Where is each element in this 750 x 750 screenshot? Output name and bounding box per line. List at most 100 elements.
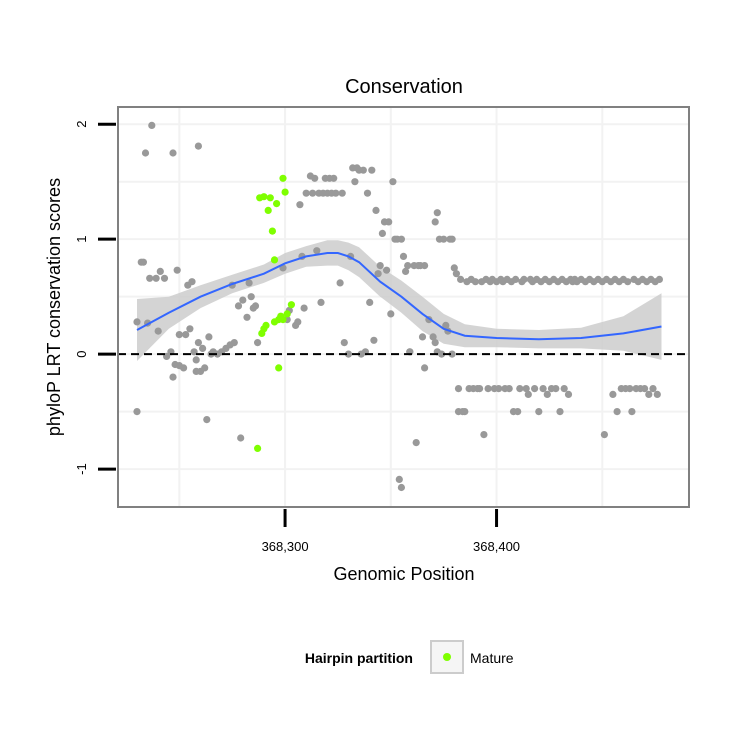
- other-point: [351, 178, 359, 186]
- other-point: [180, 364, 188, 372]
- other-point: [243, 313, 251, 321]
- other-point: [156, 267, 164, 275]
- smooth-confidence-band: [137, 240, 662, 361]
- other-point: [431, 218, 439, 226]
- other-point: [245, 279, 253, 287]
- other-point: [552, 385, 560, 393]
- other-point: [201, 364, 209, 372]
- other-point: [154, 327, 162, 335]
- mature-point: [268, 227, 276, 235]
- other-point: [421, 262, 429, 270]
- other-point: [340, 339, 348, 347]
- other-point: [522, 385, 530, 393]
- other-point: [372, 206, 380, 214]
- other-point: [505, 385, 513, 393]
- other-point: [421, 364, 429, 372]
- other-point: [239, 296, 247, 304]
- other-point: [653, 390, 661, 398]
- mature-point: [273, 200, 281, 208]
- other-point: [520, 275, 528, 283]
- x-axis-label: Genomic Position: [333, 564, 474, 584]
- mature-point: [266, 194, 274, 202]
- other-point: [186, 325, 194, 333]
- x-tick-label: 368,400: [473, 539, 520, 554]
- other-point: [251, 302, 260, 310]
- other-point: [438, 350, 446, 358]
- other-point: [300, 304, 308, 312]
- other-point: [363, 189, 372, 197]
- legend-label-mature: Mature: [470, 650, 514, 666]
- mature-point: [281, 188, 289, 196]
- other-point: [366, 298, 374, 306]
- other-point: [484, 385, 492, 393]
- y-tick-label: -1: [74, 463, 89, 475]
- other-point: [338, 189, 346, 197]
- other-point: [317, 298, 325, 306]
- other-point: [600, 431, 609, 439]
- mature-point: [279, 174, 287, 182]
- legend-key-box: [430, 640, 464, 674]
- mature-point: [270, 256, 279, 264]
- other-point: [471, 278, 479, 286]
- other-point: [514, 408, 522, 416]
- other-point: [476, 385, 484, 393]
- other-point: [370, 336, 378, 344]
- other-point: [141, 149, 150, 157]
- other-point: [378, 229, 386, 237]
- other-point: [461, 408, 469, 416]
- other-point: [148, 121, 156, 129]
- other-point: [182, 331, 190, 339]
- other-point: [294, 318, 302, 326]
- legend-key-mature-point: [443, 653, 451, 661]
- other-point: [230, 339, 238, 347]
- other-point: [511, 275, 520, 283]
- other-point: [448, 235, 456, 243]
- other-point: [539, 385, 547, 393]
- other-point: [169, 149, 177, 157]
- other-point: [389, 178, 397, 186]
- chart-title: Conservation: [345, 76, 463, 98]
- other-point: [556, 408, 564, 416]
- other-point: [524, 390, 532, 398]
- other-point: [344, 350, 353, 358]
- other-point: [395, 475, 403, 483]
- mature-point: [283, 310, 291, 318]
- other-point: [302, 189, 310, 197]
- other-point: [139, 258, 147, 266]
- other-point: [203, 416, 211, 424]
- y-axis-label: phyloP LRT conservation scores: [44, 178, 64, 436]
- other-point: [311, 174, 319, 182]
- mature-point: [262, 321, 270, 329]
- other-point: [247, 293, 255, 301]
- mature-point: [287, 301, 295, 309]
- other-point: [309, 189, 317, 197]
- other-point: [404, 262, 412, 270]
- other-point: [383, 266, 391, 274]
- other-point: [418, 333, 427, 341]
- other-point: [457, 275, 465, 283]
- other-point: [448, 350, 456, 358]
- other-point: [359, 166, 367, 174]
- other-point: [564, 390, 573, 398]
- other-point: [399, 252, 408, 260]
- other-point: [188, 278, 196, 286]
- other-point: [387, 310, 395, 318]
- other-point: [234, 302, 243, 310]
- other-point: [385, 218, 393, 226]
- other-point: [368, 166, 376, 174]
- other-point: [429, 333, 437, 341]
- other-point: [397, 483, 405, 492]
- other-point: [194, 142, 202, 150]
- other-point: [330, 174, 338, 182]
- other-point: [450, 264, 458, 272]
- other-point: [452, 270, 460, 278]
- other-point: [336, 279, 344, 287]
- mature-point: [275, 364, 283, 372]
- other-point: [655, 275, 664, 283]
- other-point: [133, 318, 141, 326]
- other-point: [531, 385, 539, 393]
- mature-point: [260, 193, 268, 201]
- other-point: [296, 201, 304, 209]
- other-point: [560, 385, 568, 393]
